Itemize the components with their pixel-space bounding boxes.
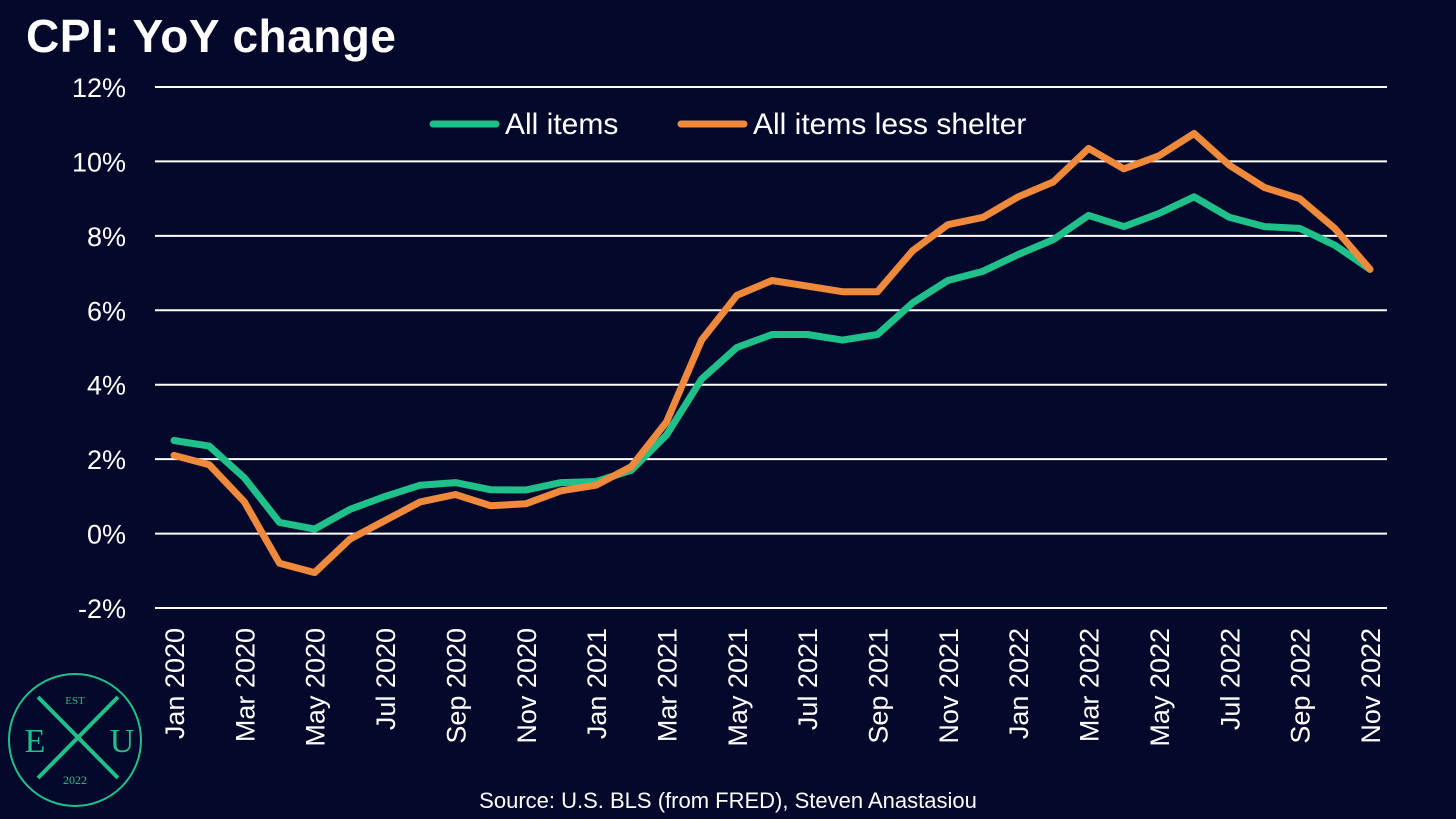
- x-tick-label: Jan 2021: [582, 628, 612, 739]
- x-tick-label: Jan 2020: [160, 628, 190, 739]
- logo-badge: EST E U 2022: [8, 673, 142, 807]
- legend-label-all-items: All items: [505, 108, 618, 141]
- x-axis-ticks: Jan 2020 Mar 2020 May 2020 Jul 2020 Sep 2020…: [160, 628, 1386, 747]
- source-note: Source: U.S. BLS (from FRED), Steven Ana…: [479, 788, 977, 813]
- logo-letter-e: E: [25, 723, 46, 760]
- y-tick-label: 6%: [87, 296, 126, 326]
- x-tick-label: Sep 2021: [864, 628, 894, 744]
- y-tick-label: -2%: [78, 594, 126, 624]
- x-tick-label: May 2020: [301, 628, 331, 747]
- series-line-all-items: [170, 193, 1374, 533]
- x-tick-label: Sep 2020: [441, 628, 471, 744]
- x-tick-label: Nov 2020: [512, 628, 542, 744]
- legend: All items All items less shelter: [429, 108, 1026, 141]
- x-tick-label: May 2022: [1145, 628, 1175, 747]
- logo-letter-u: U: [110, 723, 135, 760]
- x-tick-label: Jul 2022: [1215, 628, 1245, 730]
- legend-label-all-items-less-shelter: All items less shelter: [753, 108, 1026, 141]
- y-tick-label: 12%: [72, 73, 126, 103]
- y-tick-label: 0%: [87, 520, 126, 550]
- x-tick-label: Mar 2021: [652, 628, 682, 742]
- y-tick-label: 8%: [87, 222, 126, 252]
- x-tick-label: Sep 2022: [1286, 628, 1316, 744]
- grid-layer: [155, 86, 1387, 609]
- y-tick-label: 2%: [87, 445, 126, 475]
- x-tick-label: Jul 2020: [371, 628, 401, 730]
- logo-year: 2022: [63, 773, 87, 787]
- logo-ring: [8, 673, 142, 807]
- x-tick-label: Mar 2020: [230, 628, 260, 742]
- chart-title: CPI: YoY change: [26, 10, 397, 62]
- y-tick-label: 4%: [87, 371, 126, 401]
- y-axis-ticks: 12% 10% 8% 6% 4% 2% 0% -2%: [72, 73, 126, 624]
- logo-est: EST: [65, 695, 85, 707]
- x-tick-label: May 2021: [723, 628, 753, 747]
- x-tick-label: Mar 2022: [1075, 628, 1105, 742]
- y-tick-label: 10%: [72, 147, 126, 177]
- logo-cross-stroke-2: [36, 695, 120, 780]
- x-tick-label: Nov 2021: [934, 628, 964, 744]
- x-tick-label: Jul 2021: [793, 628, 823, 730]
- x-tick-label: Jan 2022: [1004, 628, 1034, 739]
- x-tick-label: Nov 2022: [1356, 628, 1386, 744]
- series-layer: [170, 130, 1374, 577]
- series-line-all-items-less-shelter: [170, 130, 1374, 577]
